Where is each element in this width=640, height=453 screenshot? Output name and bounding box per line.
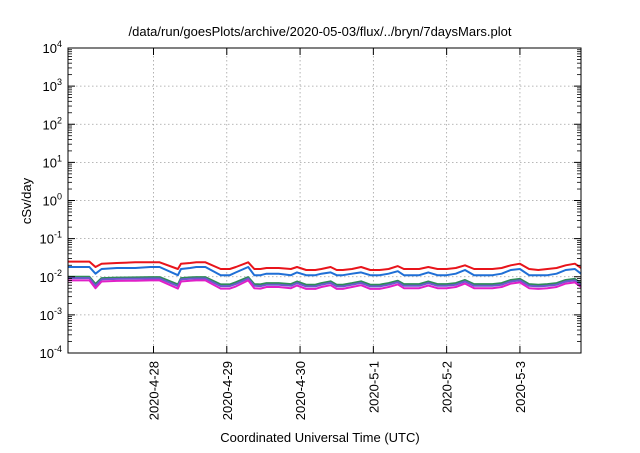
y-tick-base: 10 xyxy=(40,270,54,285)
y-tick-base: 10 xyxy=(43,155,57,170)
y-tick-label: 104 xyxy=(43,39,62,56)
y-tick-exponent: -3 xyxy=(54,306,62,316)
y-tick-exponent: 3 xyxy=(57,77,62,87)
x-tick-label: 2020-5-2 xyxy=(440,361,455,413)
y-tick-base: 10 xyxy=(40,308,54,323)
x-tick-label: 2020-4-30 xyxy=(293,361,308,420)
y-tick-label: 103 xyxy=(43,77,62,94)
y-tick-label: 10-4 xyxy=(40,344,62,361)
y-tick-label: 10-2 xyxy=(40,268,62,285)
y-tick-base: 10 xyxy=(43,117,57,132)
grid xyxy=(68,48,581,353)
series-line-4 xyxy=(68,279,582,290)
x-axis-ticks: 2020-4-28 2020-4-29 2020-4-30 2020-5-1 2020-… xyxy=(147,48,528,420)
x-tick-label: 2020-5-3 xyxy=(513,361,528,413)
x-tick-label: 2020-4-28 xyxy=(147,361,162,420)
y-tick-exponent: -4 xyxy=(54,344,62,354)
y-axis-label: cSv/day xyxy=(19,177,34,224)
x-axis-label: Coordinated Universal Time (UTC) xyxy=(220,430,419,445)
y-tick-exponent: -2 xyxy=(54,268,62,278)
y-tick-exponent: 1 xyxy=(57,153,62,163)
series-line-2 xyxy=(68,275,582,286)
y-tick-label: 10-3 xyxy=(40,306,62,323)
series-group xyxy=(68,260,582,290)
y-tick-label: 100 xyxy=(43,192,62,209)
y-tick-exponent: 0 xyxy=(57,192,62,202)
x-tick-label: 2020-4-29 xyxy=(220,361,235,420)
y-tick-label: 10-1 xyxy=(40,230,62,247)
series-line-0 xyxy=(68,260,582,271)
y-tick-exponent: 4 xyxy=(57,39,62,49)
series-line-3 xyxy=(68,277,582,288)
y-tick-base: 10 xyxy=(43,41,57,56)
chart-title: /data/run/goesPlots/archive/2020-05-03/f… xyxy=(129,24,512,39)
y-tick-exponent: -1 xyxy=(54,230,62,240)
y-tick-base: 10 xyxy=(43,79,57,94)
y-tick-base: 10 xyxy=(40,346,54,361)
series-line-1 xyxy=(68,266,582,277)
y-tick-base: 10 xyxy=(43,194,57,209)
y-tick-label: 102 xyxy=(43,115,62,132)
y-tick-base: 10 xyxy=(40,232,54,247)
y-tick-label: 101 xyxy=(43,153,62,170)
x-tick-label: 2020-5-1 xyxy=(366,361,381,413)
y-tick-exponent: 2 xyxy=(57,115,62,125)
